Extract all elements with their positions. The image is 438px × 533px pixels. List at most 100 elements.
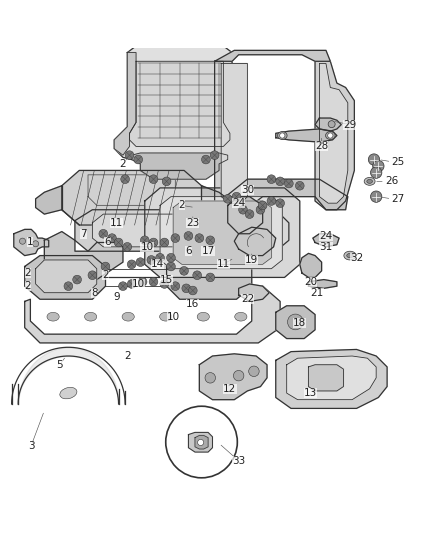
Circle shape — [147, 256, 155, 264]
Polygon shape — [226, 179, 348, 210]
Text: 18: 18 — [293, 318, 307, 328]
Circle shape — [149, 277, 158, 286]
Ellipse shape — [367, 180, 372, 183]
Ellipse shape — [197, 312, 209, 321]
Ellipse shape — [364, 177, 375, 185]
Circle shape — [239, 205, 247, 214]
Text: 20: 20 — [304, 277, 317, 287]
Text: 16: 16 — [186, 298, 199, 309]
Circle shape — [288, 314, 303, 330]
Circle shape — [141, 236, 149, 245]
Text: 9: 9 — [113, 292, 120, 302]
Circle shape — [245, 210, 254, 219]
Circle shape — [171, 282, 180, 290]
Circle shape — [233, 370, 244, 381]
Polygon shape — [114, 53, 136, 155]
Circle shape — [258, 201, 267, 210]
Text: 32: 32 — [350, 253, 363, 263]
Circle shape — [123, 243, 132, 251]
Text: 23: 23 — [186, 218, 199, 228]
Text: 2: 2 — [120, 159, 126, 169]
Polygon shape — [276, 129, 337, 142]
Text: 12: 12 — [223, 384, 237, 394]
Text: 10: 10 — [166, 312, 180, 322]
Text: 11: 11 — [217, 260, 230, 269]
Ellipse shape — [235, 312, 247, 321]
Circle shape — [99, 229, 108, 238]
Ellipse shape — [278, 132, 287, 140]
Circle shape — [328, 120, 335, 128]
Text: 5: 5 — [57, 360, 63, 370]
Circle shape — [285, 179, 293, 188]
Text: 31: 31 — [319, 242, 332, 252]
Circle shape — [134, 155, 143, 164]
Circle shape — [162, 177, 171, 185]
Text: 25: 25 — [392, 157, 405, 167]
Polygon shape — [160, 197, 283, 269]
Circle shape — [125, 151, 134, 159]
Circle shape — [155, 253, 164, 262]
Polygon shape — [195, 435, 208, 449]
Text: 2: 2 — [124, 351, 131, 361]
Text: 15: 15 — [160, 274, 173, 285]
Polygon shape — [25, 256, 106, 299]
Text: 2: 2 — [25, 281, 32, 291]
Circle shape — [149, 238, 158, 247]
Circle shape — [295, 181, 304, 190]
Circle shape — [121, 175, 130, 183]
Polygon shape — [130, 61, 230, 147]
Text: 19: 19 — [245, 255, 258, 265]
Polygon shape — [234, 227, 276, 256]
Text: 22: 22 — [241, 294, 254, 304]
Polygon shape — [14, 229, 49, 256]
Circle shape — [368, 154, 380, 165]
Circle shape — [276, 199, 285, 207]
Ellipse shape — [159, 312, 172, 321]
Text: 1: 1 — [27, 238, 33, 247]
Circle shape — [114, 238, 123, 247]
Ellipse shape — [325, 132, 335, 140]
Polygon shape — [315, 61, 354, 210]
Polygon shape — [287, 356, 376, 400]
Text: 27: 27 — [392, 194, 405, 204]
Polygon shape — [276, 350, 387, 408]
Polygon shape — [221, 63, 247, 203]
Text: 3: 3 — [28, 440, 35, 450]
Circle shape — [193, 271, 201, 280]
Circle shape — [19, 238, 25, 244]
Text: 17: 17 — [201, 246, 215, 256]
Circle shape — [149, 175, 158, 183]
Circle shape — [198, 439, 204, 446]
Text: 10: 10 — [141, 242, 154, 252]
Circle shape — [371, 191, 382, 203]
Polygon shape — [247, 212, 289, 251]
Text: 2: 2 — [102, 270, 109, 280]
Circle shape — [138, 277, 147, 286]
Ellipse shape — [122, 312, 134, 321]
Polygon shape — [35, 260, 97, 293]
Polygon shape — [300, 253, 321, 277]
Polygon shape — [276, 306, 315, 338]
Circle shape — [101, 262, 110, 271]
Circle shape — [166, 253, 175, 262]
Polygon shape — [308, 365, 343, 391]
Text: 13: 13 — [304, 388, 317, 398]
Polygon shape — [132, 153, 228, 179]
Ellipse shape — [85, 312, 97, 321]
Polygon shape — [201, 185, 228, 214]
Circle shape — [127, 260, 136, 269]
Polygon shape — [215, 61, 245, 214]
Circle shape — [73, 275, 81, 284]
Text: 28: 28 — [315, 141, 328, 151]
Text: 33: 33 — [232, 456, 245, 466]
Text: 2: 2 — [179, 200, 185, 211]
Polygon shape — [75, 210, 272, 251]
Circle shape — [249, 366, 259, 376]
Polygon shape — [44, 231, 123, 280]
Circle shape — [267, 175, 276, 183]
Text: 21: 21 — [311, 288, 324, 298]
Polygon shape — [308, 280, 337, 288]
Circle shape — [108, 234, 117, 243]
Text: 2: 2 — [25, 268, 32, 278]
Circle shape — [256, 205, 265, 214]
